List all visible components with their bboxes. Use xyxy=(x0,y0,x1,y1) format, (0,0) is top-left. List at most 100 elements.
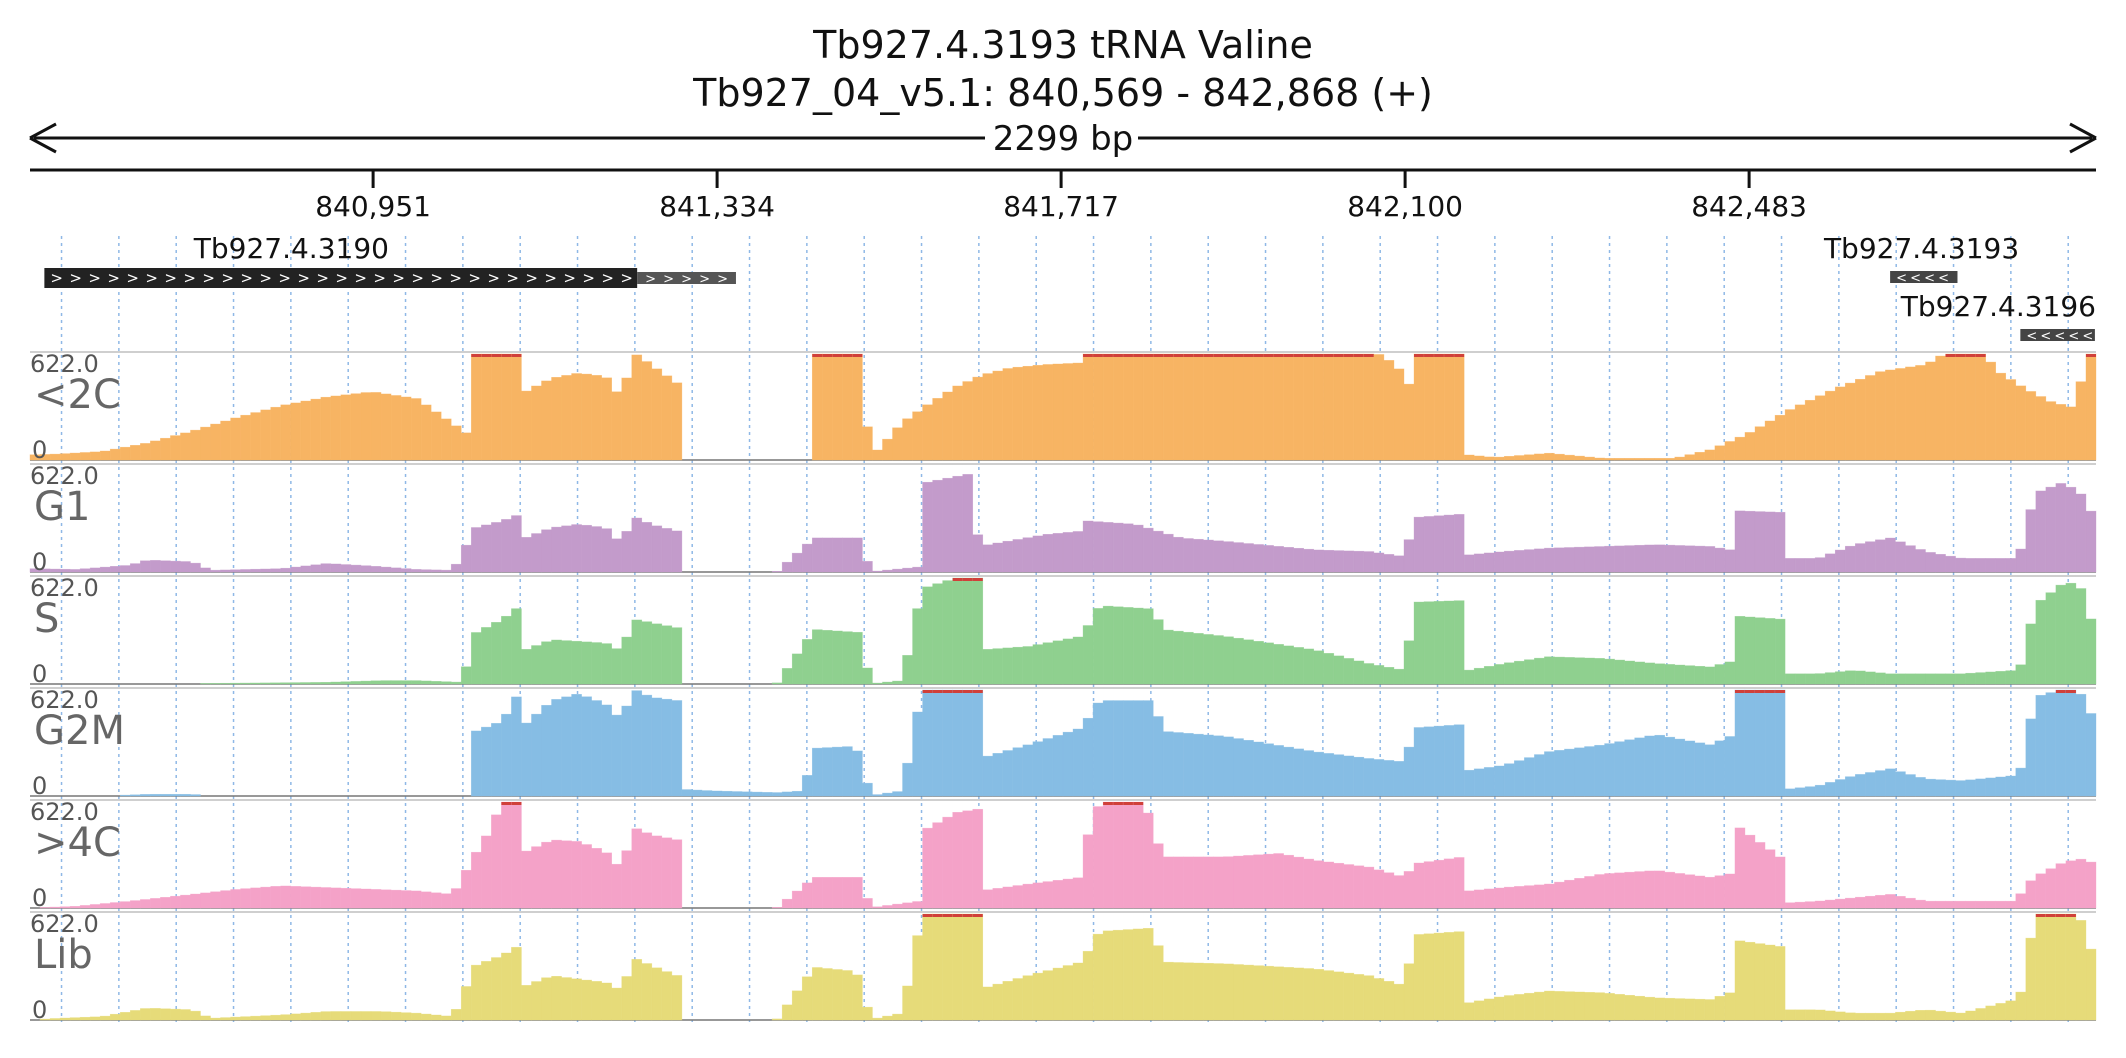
coverage-bar xyxy=(310,398,322,461)
coverage-bar xyxy=(771,570,783,573)
coverage-bar xyxy=(1343,658,1355,685)
coverage-bar xyxy=(982,986,994,1021)
coverage-bar xyxy=(852,750,863,797)
coverage-bar xyxy=(2055,863,2067,909)
coverage-bar xyxy=(1423,516,1435,573)
coverage-bar xyxy=(1594,874,1605,909)
coverage-bar xyxy=(771,682,783,685)
strand-arrow-icon: > xyxy=(145,269,158,287)
coverage-bar xyxy=(2055,913,2067,1021)
coverage-bar xyxy=(79,452,91,461)
coverage-bar xyxy=(1323,753,1335,797)
coverage-bar xyxy=(1534,754,1545,797)
coverage-bar xyxy=(420,680,432,685)
coverage-bar xyxy=(561,525,572,573)
coverage-bar xyxy=(230,1016,241,1021)
coverage-bar xyxy=(270,886,282,909)
coverage-bar xyxy=(150,793,161,797)
coverage-bar xyxy=(240,569,251,573)
coverage-bar xyxy=(1985,777,1997,797)
coverage-bar xyxy=(581,844,592,909)
coverage-bar xyxy=(651,835,663,909)
coverage-bar xyxy=(1684,665,1696,685)
coverage-bar xyxy=(631,959,643,1021)
coverage-bar xyxy=(501,801,512,909)
coverage-bar xyxy=(1393,761,1405,797)
coverage-bar xyxy=(290,682,302,685)
coverage-bar xyxy=(771,907,783,909)
coverage-bar xyxy=(1694,451,1706,461)
coverage-bar xyxy=(1012,366,1024,461)
coverage-bar xyxy=(1503,662,1515,685)
coverage-bar xyxy=(440,418,452,461)
track-2: 622.0 0 S xyxy=(30,574,2097,688)
coverage-bar xyxy=(1965,1010,1976,1021)
coverage-bar xyxy=(1985,671,1997,685)
coverage-bar xyxy=(290,886,302,909)
coverage-bar xyxy=(330,395,342,461)
coverage-bar xyxy=(2045,913,2057,1021)
coverage-bar xyxy=(1443,600,1455,685)
coverage-bar xyxy=(1654,870,1666,909)
coverage-bar xyxy=(661,375,673,461)
coverage-bar xyxy=(1062,363,1074,461)
coverage-bar xyxy=(1814,673,1826,685)
coverage-bar xyxy=(99,566,111,573)
coverage-bar xyxy=(2075,858,2087,909)
coverage-bar xyxy=(1112,353,1124,461)
coverage-bar xyxy=(1433,725,1445,797)
strand-arrow-icon: > xyxy=(681,272,692,287)
coverage-bar xyxy=(340,394,352,461)
coverage-bar xyxy=(481,961,492,1021)
clip-marker xyxy=(2055,690,2066,693)
coverage-bar xyxy=(641,832,653,909)
strand-arrow-icon: > xyxy=(620,269,633,287)
coverage-bar xyxy=(601,528,612,573)
coverage-bar xyxy=(400,1012,412,1021)
coverage-bar xyxy=(892,791,903,797)
clip-marker xyxy=(1193,354,1204,357)
coverage-bar xyxy=(1243,543,1254,573)
coverage-bar xyxy=(661,528,673,573)
coverage-bar xyxy=(521,537,532,573)
coverage-bar xyxy=(1243,855,1254,909)
coverage-bar xyxy=(972,808,984,909)
coverage-bar xyxy=(922,689,933,797)
strand-arrow-icon: > xyxy=(335,269,348,287)
coverage-bar xyxy=(1042,970,1054,1021)
strand-arrow-icon: > xyxy=(221,269,234,287)
coverage-bar xyxy=(631,354,643,461)
coverage-bar xyxy=(1824,553,1836,573)
coverage-bar xyxy=(982,544,994,573)
coverage-bar xyxy=(1844,545,1856,573)
coverage-bar xyxy=(932,689,943,797)
coverage-bar xyxy=(1062,638,1074,685)
track-max-label: 622.0 xyxy=(30,910,99,938)
coverage-bar xyxy=(1564,991,1575,1021)
coverage-bar xyxy=(1213,856,1224,909)
coverage-bar xyxy=(962,474,974,573)
track-name: <2C xyxy=(34,372,121,418)
strand-arrow-icon: < xyxy=(1910,271,1921,286)
coverage-bar xyxy=(1303,648,1315,685)
coverage-bar xyxy=(1443,725,1455,797)
coverage-bar xyxy=(1253,741,1264,797)
coverage-bar xyxy=(1644,662,1656,685)
coverage-bar xyxy=(260,568,271,573)
coverage-bar xyxy=(1082,625,1094,685)
coverage-bar xyxy=(882,1015,893,1021)
strand-arrow-icon: > xyxy=(373,269,386,287)
coverage-bar xyxy=(1724,549,1736,573)
coverage-bar xyxy=(170,1008,181,1021)
coverage-bar xyxy=(300,682,312,685)
coverage-bar xyxy=(250,887,261,909)
gene-track: > > > > >> > > > > > > > > > > > > > > > > > > > > > > > > > > > > > >Tb92… xyxy=(44,232,2096,344)
coverage-bar xyxy=(531,713,542,797)
coverage-bar xyxy=(1804,558,1816,573)
coverage-bar xyxy=(2085,353,2097,461)
coverage-bar xyxy=(1493,664,1505,685)
coverage-bar xyxy=(1353,660,1365,685)
coverage-bar xyxy=(1493,887,1505,909)
coverage-bar xyxy=(591,642,602,685)
coverage-bar xyxy=(551,839,562,909)
